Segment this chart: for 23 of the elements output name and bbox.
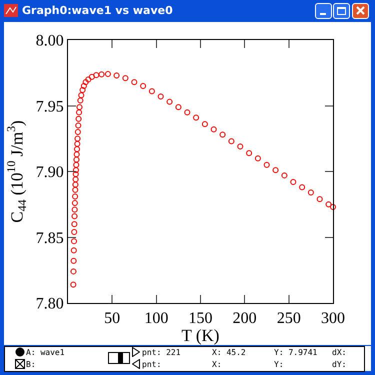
text: A: wave1 xyxy=(26,348,65,358)
y-tick-label: 7.80 xyxy=(36,296,64,313)
text: pnt: xyxy=(142,360,162,370)
text: B: xyxy=(26,360,36,370)
x-axis-title: T (K) xyxy=(182,326,220,345)
x-tick-label: 250 xyxy=(276,310,301,328)
x-tick-label: 200 xyxy=(232,310,257,328)
text: pnt: 221 xyxy=(142,348,181,358)
text: Y: xyxy=(274,360,284,370)
x-tick-label: 150 xyxy=(188,310,212,328)
chart-title: Graph0:wave1 vs wave0 xyxy=(22,4,173,17)
y-tick-label: 8.00 xyxy=(36,32,64,50)
y-tick-label: 7.85 xyxy=(36,230,64,247)
text: X: xyxy=(212,360,222,370)
text: Y: 7.9741 xyxy=(274,348,318,358)
y-tick-label: 7.90 xyxy=(36,164,64,182)
text: dX: xyxy=(332,348,346,358)
x-tick-label: 300 xyxy=(321,310,345,328)
x-tick-label: 100 xyxy=(144,310,168,328)
x-tick-label: 50 xyxy=(104,310,120,328)
text: X: 45.2 xyxy=(212,348,246,358)
y-tick-label: 7.95 xyxy=(36,98,64,116)
text: dY: xyxy=(332,360,346,370)
